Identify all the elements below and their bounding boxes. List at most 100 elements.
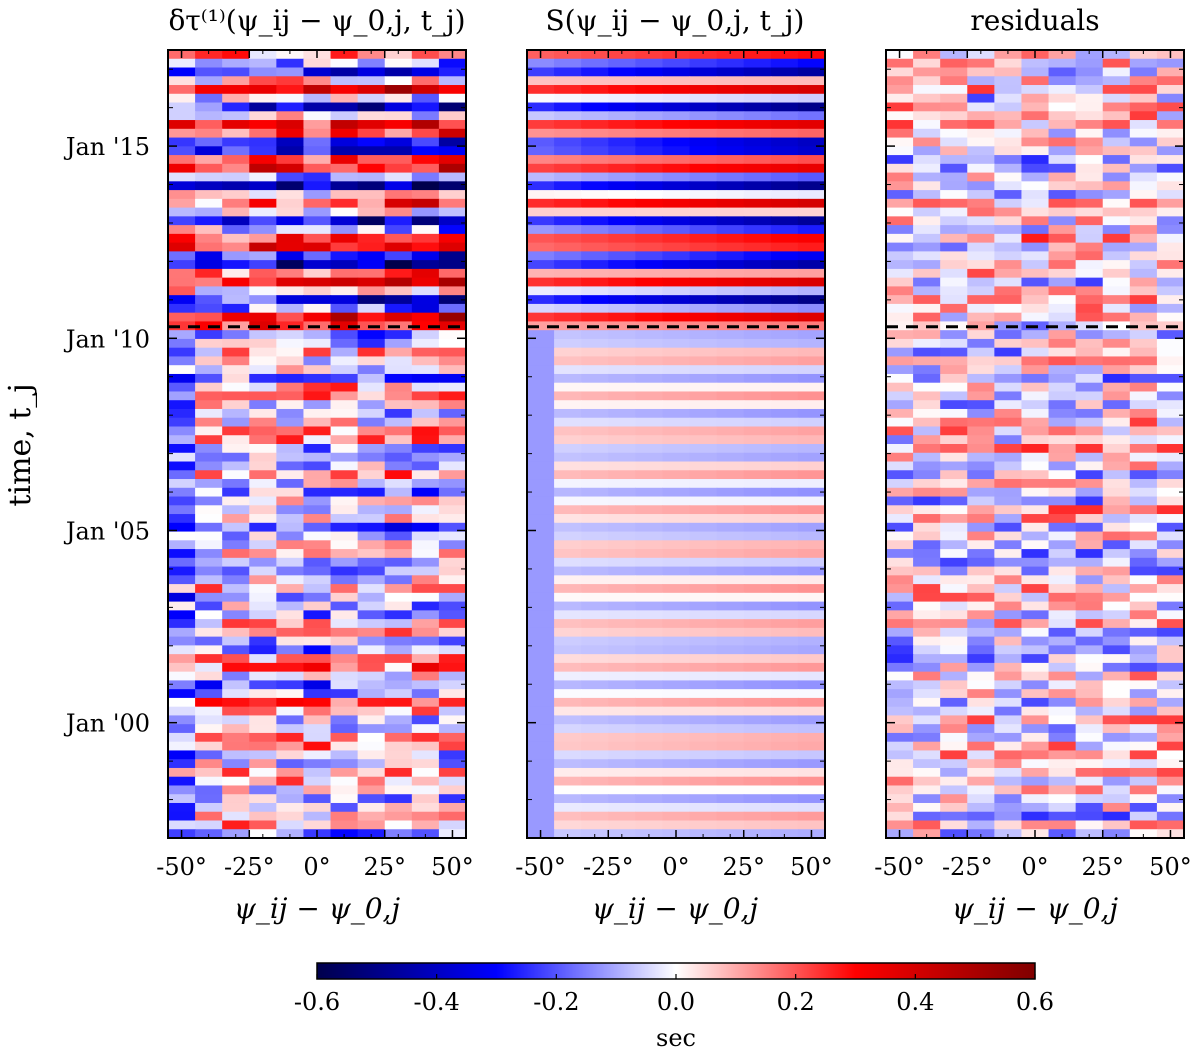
heatmap-cell	[195, 602, 223, 611]
heatmap-cell	[222, 208, 250, 217]
heatmap-cell	[771, 216, 799, 225]
heatmap-cell	[1157, 645, 1185, 654]
heatmap-cell	[690, 120, 718, 129]
heatmap-cell	[385, 85, 413, 94]
heatmap-cell	[1021, 540, 1049, 549]
heatmap-cell	[967, 365, 995, 374]
heatmap-cell	[385, 59, 413, 68]
heatmap-cell	[222, 286, 250, 295]
heatmap-cell	[358, 59, 386, 68]
heatmap-cell	[439, 654, 467, 663]
heatmap-cell	[662, 602, 690, 611]
heatmap-cell	[717, 689, 745, 698]
heatmap-cell	[690, 584, 718, 593]
heatmap-cell	[798, 698, 826, 707]
heatmap-cell	[1076, 532, 1104, 541]
heatmap-cell	[276, 426, 304, 435]
heatmap-cell	[744, 173, 772, 182]
heatmap-cell	[358, 628, 386, 637]
heatmap-cell	[994, 820, 1022, 829]
heatmap-cell	[527, 724, 555, 733]
heatmap-cell	[385, 777, 413, 786]
heatmap-cell	[439, 234, 467, 243]
heatmap-cell	[168, 453, 196, 462]
heatmap-cell	[195, 418, 223, 427]
heatmap-cell	[608, 750, 636, 759]
heatmap-cell	[717, 374, 745, 383]
heatmap-cell	[1021, 654, 1049, 663]
heatmap-cell	[1157, 216, 1185, 225]
heatmap-cell	[1130, 365, 1158, 374]
heatmap-cell	[1157, 155, 1185, 164]
heatmap-cell	[581, 251, 609, 260]
heatmap-cell	[527, 628, 555, 637]
heatmap-cell	[358, 584, 386, 593]
heatmap-cell	[331, 365, 359, 374]
heatmap-cell	[1021, 768, 1049, 777]
heatmap-cell	[581, 278, 609, 287]
heatmap-cell	[249, 400, 277, 409]
heatmap-cell	[249, 812, 277, 821]
heatmap-cell	[358, 409, 386, 418]
heatmap-cell	[798, 76, 826, 85]
heatmap-cell	[744, 785, 772, 794]
heatmap-cell	[358, 479, 386, 488]
heatmap-cell	[994, 356, 1022, 365]
heatmap-cell	[798, 654, 826, 663]
heatmap-cell	[303, 304, 331, 313]
heatmap-cell	[222, 216, 250, 225]
heatmap-cell	[527, 418, 555, 427]
heatmap-cell	[1103, 155, 1131, 164]
heatmap-cell	[1021, 68, 1049, 77]
heatmap-cell	[744, 575, 772, 584]
heatmap-cell	[771, 470, 799, 479]
heatmap-cell	[886, 269, 914, 278]
heatmap-cell	[554, 619, 582, 628]
heatmap-cell	[249, 164, 277, 173]
heatmap-cell	[662, 462, 690, 471]
heatmap-cell	[771, 654, 799, 663]
heatmap-cell	[940, 532, 968, 541]
heatmap-cell	[527, 619, 555, 628]
heatmap-cell	[886, 777, 914, 786]
heatmap-cell	[690, 462, 718, 471]
heatmap-cell	[303, 111, 331, 120]
heatmap-cell	[249, 549, 277, 558]
heatmap-cell	[690, 190, 718, 199]
heatmap-cell	[940, 523, 968, 532]
heatmap-cell	[195, 479, 223, 488]
heatmap-cell	[195, 785, 223, 794]
heatmap-cell	[886, 173, 914, 182]
heatmap-cell	[276, 155, 304, 164]
heatmap-cell	[527, 610, 555, 619]
heatmap-cell	[1103, 409, 1131, 418]
heatmap-cell	[608, 540, 636, 549]
heatmap-cell	[439, 540, 467, 549]
heatmap-cell	[717, 304, 745, 313]
heatmap-cell	[913, 698, 941, 707]
heatmap-cell	[717, 645, 745, 654]
heatmap-cell	[994, 409, 1022, 418]
colorbar-tick-label: -0.6	[294, 988, 340, 1016]
heatmap-cell	[1021, 155, 1049, 164]
heatmap-cell	[1103, 304, 1131, 313]
heatmap-cell	[249, 558, 277, 567]
heatmap-cell	[1157, 76, 1185, 85]
heatmap-cell	[195, 672, 223, 681]
heatmap-cell	[717, 733, 745, 742]
heatmap-cell	[608, 645, 636, 654]
heatmap-cell	[168, 391, 196, 400]
heatmap-cell	[385, 680, 413, 689]
x-tick-label: -25°	[224, 853, 275, 881]
heatmap-cell	[798, 750, 826, 759]
heatmap-cell	[913, 707, 941, 716]
heatmap-cell	[168, 243, 196, 252]
heatmap-cell	[303, 356, 331, 365]
heatmap-cell	[771, 785, 799, 794]
heatmap-cell	[385, 68, 413, 77]
heatmap-cell	[608, 479, 636, 488]
heatmap-cell	[940, 383, 968, 392]
heatmap-cell	[994, 812, 1022, 821]
heatmap-cell	[276, 129, 304, 138]
heatmap-cell	[527, 470, 555, 479]
